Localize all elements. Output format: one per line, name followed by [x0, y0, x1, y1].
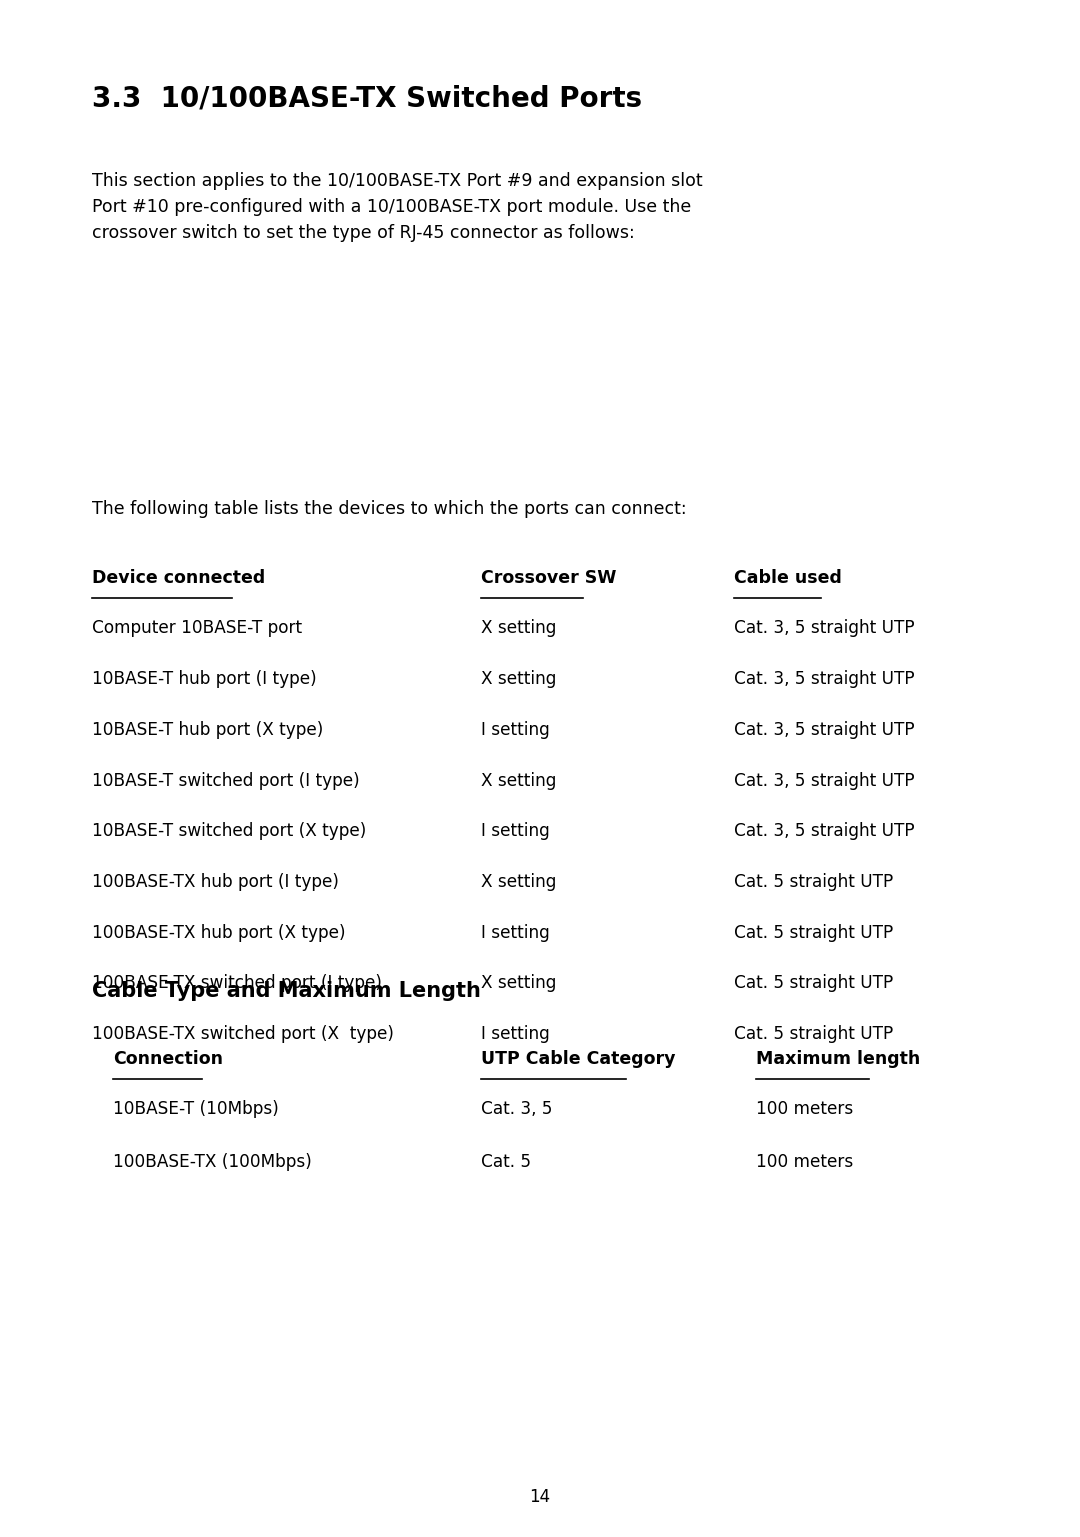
Text: Cat. 3, 5 straight UTP: Cat. 3, 5 straight UTP: [734, 721, 915, 739]
Text: X setting: X setting: [481, 619, 556, 638]
Text: X setting: X setting: [481, 873, 556, 891]
Text: 10BASE-T switched port (X type): 10BASE-T switched port (X type): [92, 822, 366, 841]
Text: Cat. 3, 5 straight UTP: Cat. 3, 5 straight UTP: [734, 619, 915, 638]
Text: Cable Type and Maximum Length: Cable Type and Maximum Length: [92, 981, 481, 1001]
Text: X setting: X setting: [481, 772, 556, 790]
Text: Cat. 3, 5 straight UTP: Cat. 3, 5 straight UTP: [734, 670, 915, 689]
Text: Cat. 5 straight UTP: Cat. 5 straight UTP: [734, 1025, 893, 1044]
Text: 100BASE-TX (100Mbps): 100BASE-TX (100Mbps): [113, 1153, 312, 1171]
Text: Connection: Connection: [113, 1050, 224, 1068]
Text: I setting: I setting: [481, 822, 550, 841]
Text: UTP Cable Category: UTP Cable Category: [481, 1050, 675, 1068]
Text: I setting: I setting: [481, 1025, 550, 1044]
Text: 100 meters: 100 meters: [756, 1100, 853, 1119]
Text: Cat. 3, 5 straight UTP: Cat. 3, 5 straight UTP: [734, 822, 915, 841]
Text: I setting: I setting: [481, 721, 550, 739]
Text: Maximum length: Maximum length: [756, 1050, 920, 1068]
Text: This section applies to the 10/100BASE-TX Port #9 and expansion slot
Port #10 pr: This section applies to the 10/100BASE-T…: [92, 172, 702, 241]
Text: Cat. 5 straight UTP: Cat. 5 straight UTP: [734, 873, 893, 891]
Text: 3.3  10/100BASE-TX Switched Ports: 3.3 10/100BASE-TX Switched Ports: [92, 85, 642, 112]
Text: X setting: X setting: [481, 670, 556, 689]
Text: 100BASE-TX switched port (X  type): 100BASE-TX switched port (X type): [92, 1025, 394, 1044]
Text: I setting: I setting: [481, 924, 550, 942]
Text: 10BASE-T (10Mbps): 10BASE-T (10Mbps): [113, 1100, 279, 1119]
Text: Cat. 3, 5 straight UTP: Cat. 3, 5 straight UTP: [734, 772, 915, 790]
Text: 10BASE-T switched port (I type): 10BASE-T switched port (I type): [92, 772, 360, 790]
Text: Cat. 5 straight UTP: Cat. 5 straight UTP: [734, 924, 893, 942]
Text: 100BASE-TX hub port (I type): 100BASE-TX hub port (I type): [92, 873, 339, 891]
Text: Cat. 5 straight UTP: Cat. 5 straight UTP: [734, 974, 893, 993]
Text: 100BASE-TX switched port (I type): 100BASE-TX switched port (I type): [92, 974, 381, 993]
Text: 100BASE-TX hub port (X type): 100BASE-TX hub port (X type): [92, 924, 346, 942]
Text: Computer 10BASE-T port: Computer 10BASE-T port: [92, 619, 302, 638]
Text: Cat. 5: Cat. 5: [481, 1153, 530, 1171]
Text: Cable used: Cable used: [734, 569, 842, 587]
Text: 100 meters: 100 meters: [756, 1153, 853, 1171]
Text: 14: 14: [529, 1488, 551, 1506]
Text: Crossover SW: Crossover SW: [481, 569, 616, 587]
Text: Device connected: Device connected: [92, 569, 265, 587]
Text: X setting: X setting: [481, 974, 556, 993]
Text: 10BASE-T hub port (X type): 10BASE-T hub port (X type): [92, 721, 323, 739]
Text: The following table lists the devices to which the ports can connect:: The following table lists the devices to…: [92, 500, 687, 518]
Text: Cat. 3, 5: Cat. 3, 5: [481, 1100, 552, 1119]
Text: 10BASE-T hub port (I type): 10BASE-T hub port (I type): [92, 670, 316, 689]
